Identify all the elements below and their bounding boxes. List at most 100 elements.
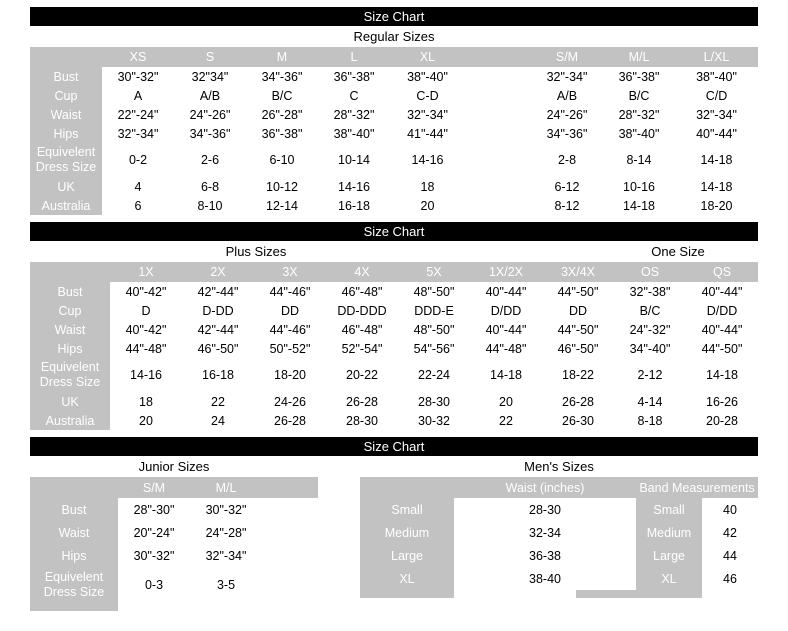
plus-cell-r0-c7: 32"-38" — [614, 282, 686, 301]
regular-cell-r6-c7: 14-18 — [603, 196, 675, 215]
plus-col-2x: 2X — [182, 262, 254, 282]
regular-cell-r1-c3: C — [318, 86, 390, 105]
plus-col-3x: 3X — [254, 262, 326, 282]
mens-cell-waist-r2: 36-38 — [454, 544, 636, 567]
regular-table-row: Australia 6 8-10 12-14 16-18 20 8-12 14-18 18-2… — [30, 196, 758, 215]
plus-cell-r4-c3: 20-22 — [326, 358, 398, 392]
junior-cell-pad-r3 — [262, 567, 318, 603]
plus-cell-r0-c3: 46"-48" — [326, 282, 398, 301]
mens-band-label-small: Small — [636, 498, 702, 521]
regular-cell-r5-c3: 14-16 — [318, 177, 390, 196]
regular-cell-r0-c5 — [465, 67, 531, 86]
plus-row-label-line1: Equivelent — [40, 360, 100, 374]
plus-col-5x: 5X — [398, 262, 470, 282]
junior-row-label-waist: Waist — [30, 521, 118, 544]
regular-cell-r4-c5 — [465, 143, 531, 177]
regular-cell-r6-c1: 8-10 — [174, 196, 246, 215]
plus-cell-r3-c5: 44"-48" — [470, 339, 542, 358]
regular-cell-r3-c5 — [465, 124, 531, 143]
regular-cell-r5-c7: 10-16 — [603, 177, 675, 196]
regular-cell-r3-c2: 36"-38" — [246, 124, 318, 143]
regular-cell-r2-c4: 32"-34" — [390, 105, 465, 124]
plus-col-os: OS — [614, 262, 686, 282]
regular-cell-r3-c0: 32"-34" — [102, 124, 174, 143]
plus-cell-r0-c2: 44"-46" — [254, 282, 326, 301]
regular-table-row: Equivelent Dress Size 0-2 2-6 6-10 10-14 14-16… — [30, 143, 758, 177]
junior-row-label-hips: Hips — [30, 544, 118, 567]
plus-sizes-table: 1X 2X 3X 4X 5X 1X/2X 3X/4X OS QS Bust 40"… — [30, 262, 758, 430]
plus-table-row: Waist 40"-42" 42"-44" 44"-46" 46"-48" 48"-50"… — [30, 320, 758, 339]
mens-col-waist-inches: Waist (inches) — [454, 477, 636, 498]
plus-cell-r4-c8: 14-18 — [686, 358, 758, 392]
junior-cell-r2-c0: 30"-32" — [118, 544, 190, 567]
regular-cell-r1-c6: A/B — [531, 86, 603, 105]
regular-col-gap — [465, 47, 531, 67]
regular-row-label-cup: Cup — [30, 86, 102, 105]
mens-sizes-table: Waist (inches) Band Measurements Small 28… — [360, 477, 758, 598]
plus-cell-r5-c5: 20 — [470, 392, 542, 411]
junior-cell-pad-r2 — [262, 544, 318, 567]
plus-bottom-spacer — [0, 430, 788, 437]
plus-cell-r2-c2: 44"-46" — [254, 320, 326, 339]
mens-corner-cell — [360, 477, 454, 498]
plus-cell-r0-c0: 40"-42" — [110, 282, 182, 301]
regular-cell-r0-c7: 36"-38" — [603, 67, 675, 86]
junior-foot-pad-3 — [262, 603, 318, 611]
plus-cell-r2-c8: 40"-44" — [686, 320, 758, 339]
regular-cell-r5-c0: 4 — [102, 177, 174, 196]
junior-table-row: Bust 28"-30" 30"-32" — [30, 498, 318, 521]
plus-table-row: Equivelent Dress Size 14-16 16-18 18-20 20-22… — [30, 358, 758, 392]
regular-cell-r4-c1: 2-6 — [174, 143, 246, 177]
mens-cell-band-r2: 44 — [702, 544, 758, 567]
mens-table-row: Large 36-38 Large 44 — [360, 544, 758, 567]
plus-cell-r4-c6: 18-22 — [542, 358, 614, 392]
banner-regular: Size Chart — [30, 7, 758, 26]
regular-header-row: XS S M L XL S/M M/L L/XL — [30, 47, 758, 67]
regular-cell-r4-c0: 0-2 — [102, 143, 174, 177]
junior-foot-pad-2 — [190, 603, 262, 611]
regular-cell-r0-c1: 32"34" — [174, 67, 246, 86]
junior-col-pad — [262, 477, 318, 498]
regular-cell-r0-c2: 34"-36" — [246, 67, 318, 86]
plus-cell-r6-c1: 24 — [182, 411, 254, 430]
junior-row-label-line1: Equivelent — [44, 570, 104, 584]
regular-body: Bust 30"-32" 32"34" 34"-36" 36"-38" 38"-40" 3… — [30, 67, 758, 215]
plus-cell-r1-c8: D/DD — [686, 301, 758, 320]
regular-row-label-australia: Australia — [30, 196, 102, 215]
regular-cell-r2-c8: 32"-34" — [675, 105, 758, 124]
regular-cell-r5-c5 — [465, 177, 531, 196]
junior-table-row: Equivelent Dress Size 0-3 3-5 — [30, 567, 318, 603]
mens-table-row: XL 38-40 XL 46 — [360, 567, 758, 590]
plus-table-row: Cup D D-DD DD DD-DDD DDD-E D/DD DD B/C D/DD — [30, 301, 758, 320]
plus-cell-r5-c3: 26-28 — [326, 392, 398, 411]
plus-cell-r0-c4: 48"-50" — [398, 282, 470, 301]
regular-cell-r4-c6: 2-8 — [531, 143, 603, 177]
mens-row-label-large: Large — [360, 544, 454, 567]
plus-cell-r1-c2: DD — [254, 301, 326, 320]
junior-corner-cell — [30, 477, 118, 498]
regular-cell-r3-c4: 41"-44" — [390, 124, 465, 143]
regular-cell-r2-c7: 28"-32" — [603, 105, 675, 124]
regular-row-label-equivelent-dress-size: Equivelent Dress Size — [30, 143, 102, 177]
regular-cell-r5-c2: 10-12 — [246, 177, 318, 196]
regular-cell-r5-c1: 6-8 — [174, 177, 246, 196]
subtitle-row-plus: Plus Sizes One Size — [30, 241, 758, 262]
plus-cell-r3-c8: 44"-50" — [686, 339, 758, 358]
banner-plus: Size Chart — [30, 222, 758, 241]
plus-cell-r6-c5: 22 — [470, 411, 542, 430]
regular-cell-r2-c0: 22"-24" — [102, 105, 174, 124]
plus-cell-r6-c8: 20-28 — [686, 411, 758, 430]
junior-foot-label-pad — [30, 603, 118, 611]
plus-cell-r5-c6: 26-28 — [542, 392, 614, 411]
mens-row-label-xl: XL — [360, 567, 454, 590]
regular-col-lxl: L/XL — [675, 47, 758, 67]
plus-cell-r5-c1: 22 — [182, 392, 254, 411]
regular-cell-r4-c3: 10-14 — [318, 143, 390, 177]
mens-cell-waist-r1: 32-34 — [454, 521, 636, 544]
regular-col-m: M — [246, 47, 318, 67]
plus-cell-r2-c1: 42"-44" — [182, 320, 254, 339]
regular-cell-r5-c8: 14-18 — [675, 177, 758, 196]
subtitle-row-regular: Regular Sizes — [30, 26, 758, 47]
subtitle-mens-sizes: Men's Sizes — [524, 459, 594, 474]
